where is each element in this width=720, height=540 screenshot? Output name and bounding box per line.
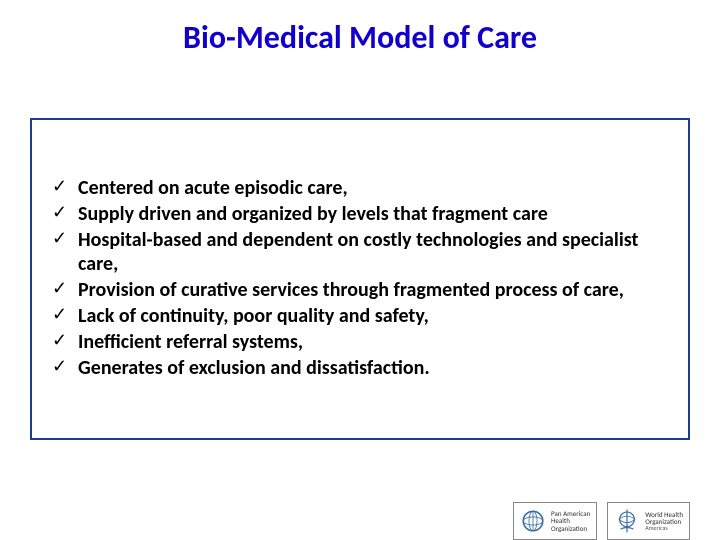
paho-logo: Pan American Health Organization (513, 502, 597, 540)
who-text: World Health Organization Americas (645, 511, 683, 532)
check-icon: ✓ (52, 228, 67, 250)
list-item: ✓ Lack of continuity, poor quality and sa… (50, 304, 670, 328)
paho-text: Pan American Health Organization (551, 510, 590, 532)
list-item: ✓ Centered on acute episodic care, (50, 176, 670, 200)
list-item-text: Provision of curative services through f… (78, 278, 624, 302)
list-item: ✓ Supply driven and organized by levels t… (50, 202, 670, 226)
who-icon (614, 508, 640, 534)
check-icon: ✓ (52, 330, 67, 352)
check-icon: ✓ (52, 176, 67, 198)
list-item: ✓ Provision of curative services through … (50, 278, 670, 302)
list-item-text: Centered on acute episodic care, (78, 176, 348, 200)
check-icon: ✓ (52, 202, 67, 224)
list-item: ✓ Generates of exclusion and dissatisfact… (50, 356, 670, 380)
content-box: ✓ Centered on acute episodic care, ✓ Suppl… (30, 118, 690, 440)
check-icon: ✓ (52, 304, 67, 326)
list-item-text: Hospital-based and dependent on costly t… (78, 228, 638, 276)
list-item-text: Supply driven and organized by levels th… (78, 202, 548, 226)
list-item-text: Lack of continuity, poor quality and saf… (78, 304, 429, 328)
list-item: ✓ Inefficient referral systems, (50, 330, 670, 354)
footer-logos: Pan American Health Organization World H… (513, 502, 690, 540)
slide-title: Bio-Medical Model of Care (0, 18, 720, 57)
logo-line: Organization (551, 525, 590, 532)
check-icon: ✓ (52, 356, 67, 378)
logo-region: Americas (645, 525, 683, 531)
list-item-text: Generates of exclusion and dissatisfacti… (78, 356, 430, 380)
bullet-list: ✓ Centered on acute episodic care, ✓ Suppl… (50, 176, 670, 380)
slide: Bio-Medical Model of Care ✓ Centered on a… (0, 18, 720, 540)
paho-icon (520, 508, 546, 534)
list-item: ✓ Hospital-based and dependent on costly … (50, 228, 670, 276)
who-logo: World Health Organization Americas (607, 502, 690, 540)
check-icon: ✓ (52, 278, 67, 300)
list-item-text: Inefficient referral systems, (78, 330, 303, 354)
